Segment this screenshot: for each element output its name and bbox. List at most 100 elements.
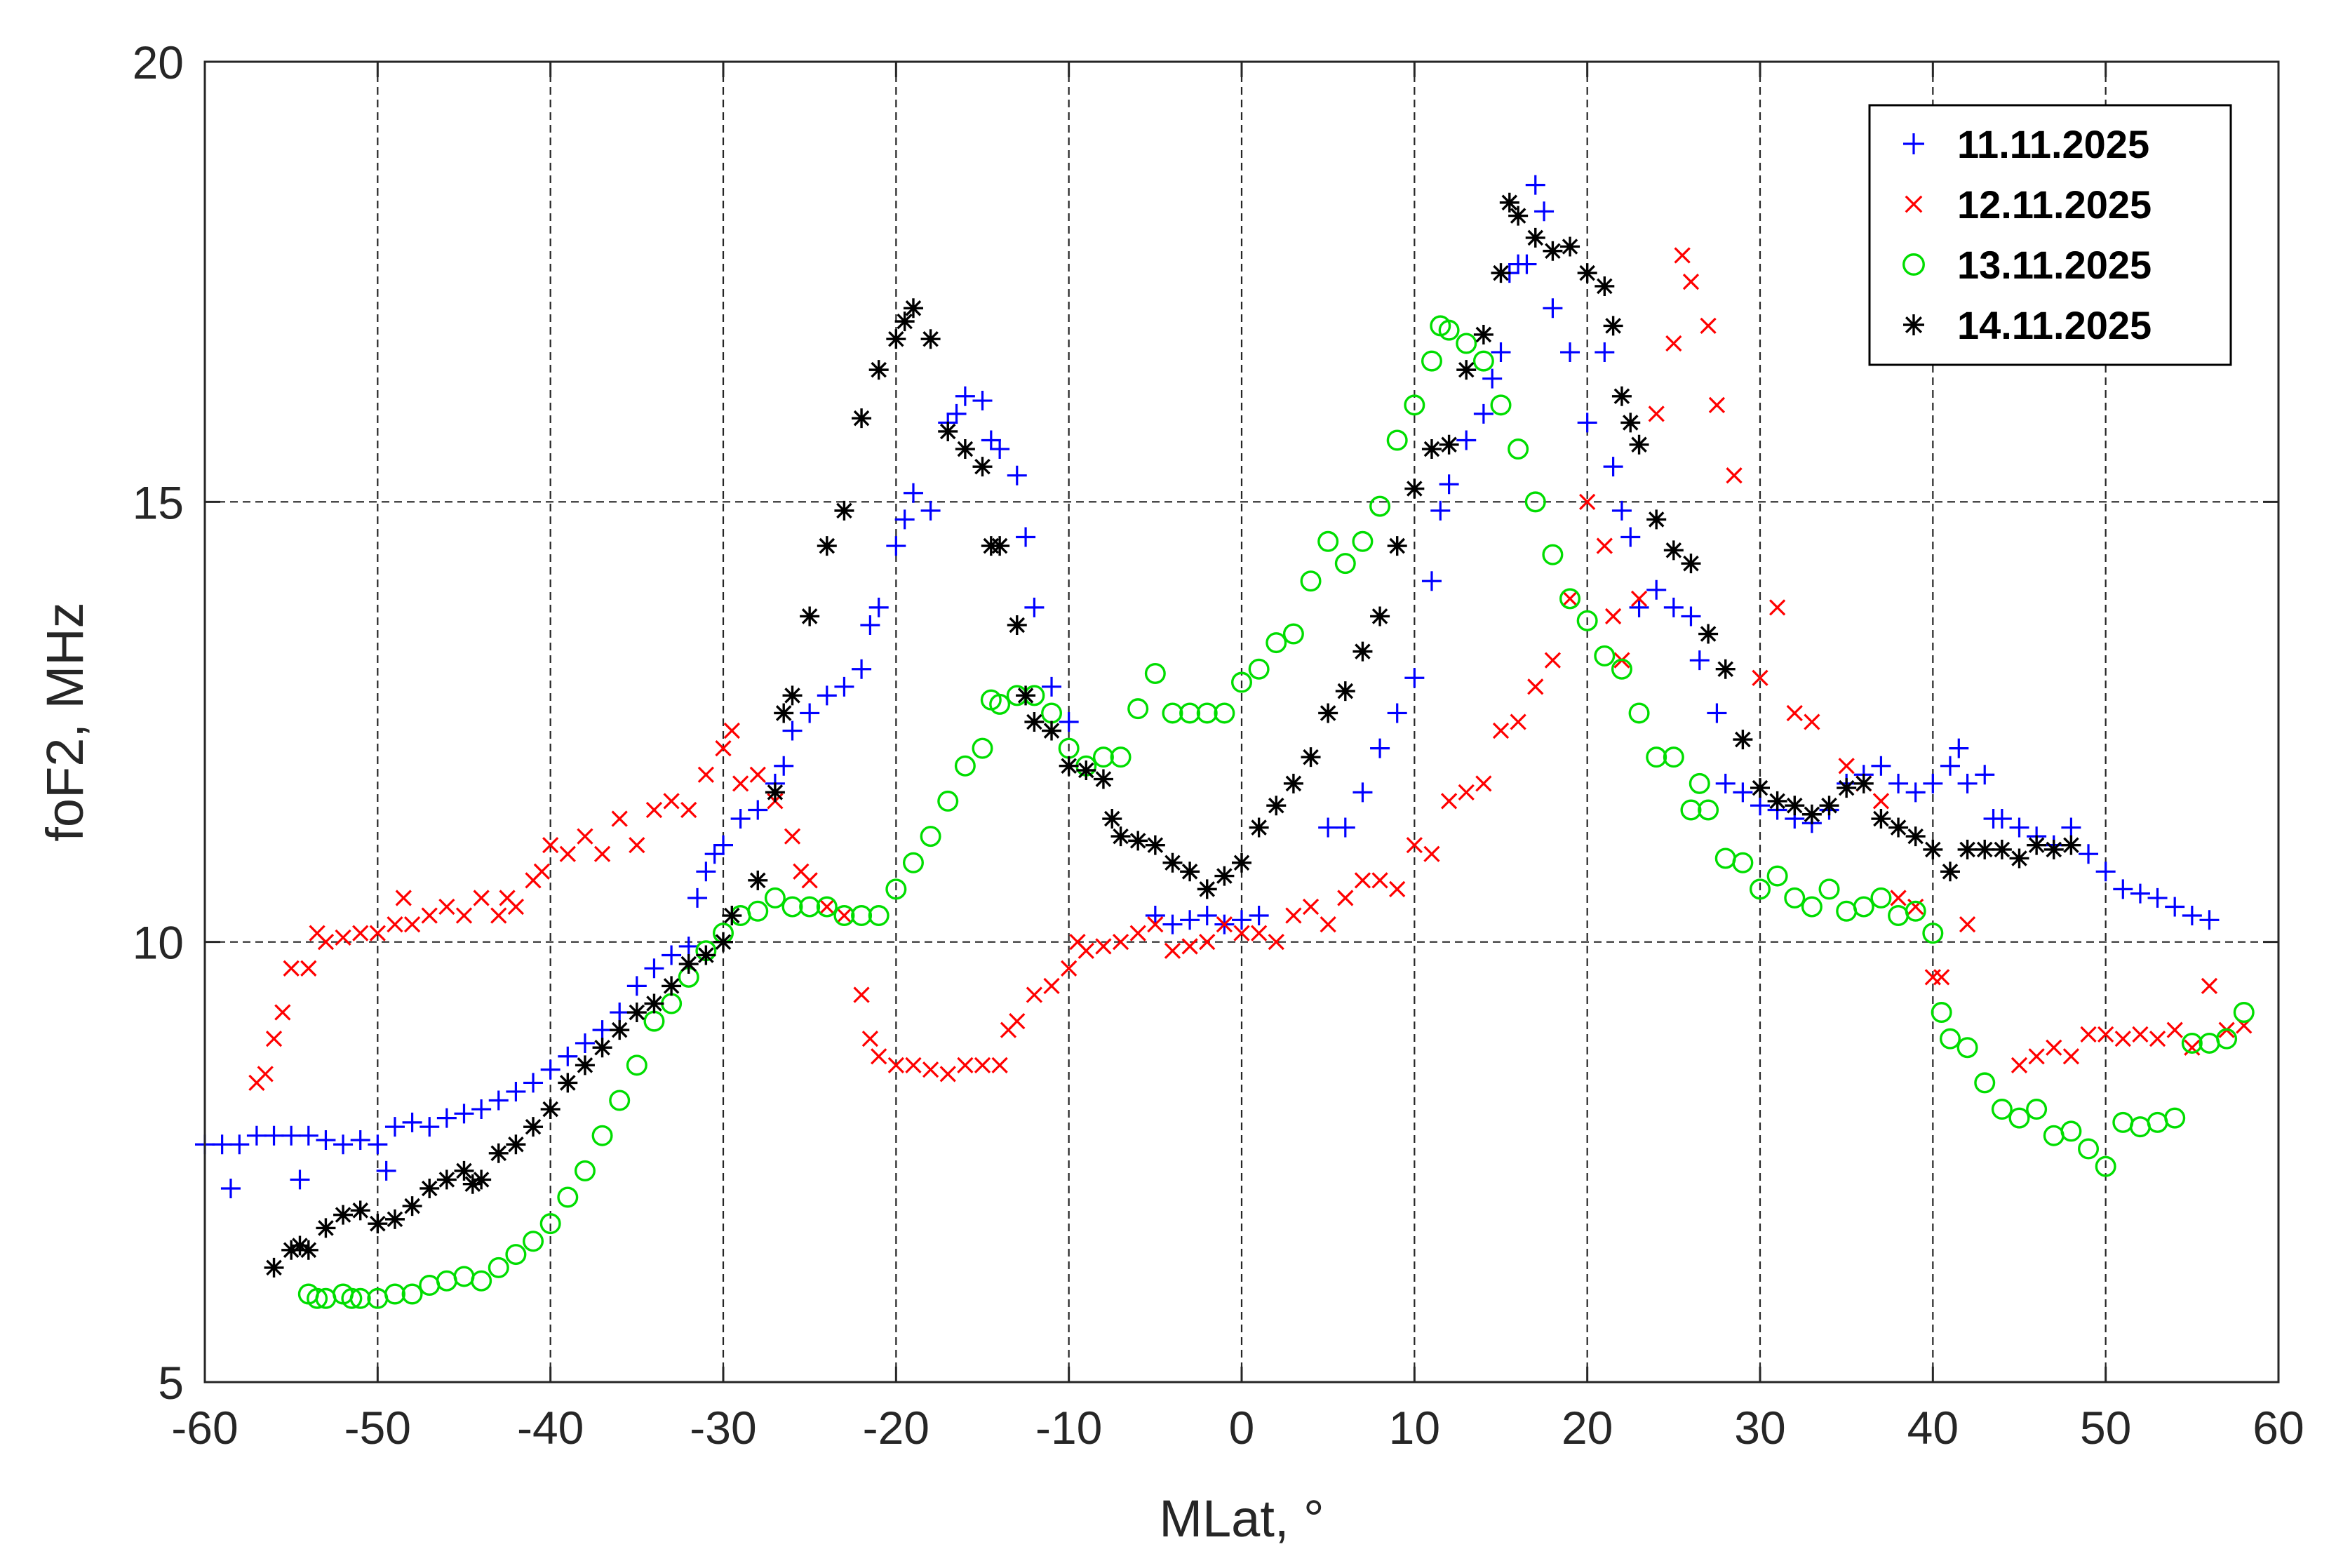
data-point [1681, 606, 1701, 626]
legend-marker [1903, 314, 1924, 335]
data-point [903, 298, 923, 319]
data-point [1707, 703, 1727, 723]
data-point [2061, 835, 2081, 855]
data-point [558, 1046, 578, 1066]
data-point [1499, 192, 1519, 213]
data-point [715, 740, 732, 757]
data-point [246, 1125, 267, 1146]
data-point [1940, 862, 1960, 882]
data-point [749, 766, 766, 783]
data-point [730, 809, 751, 829]
data-point [376, 1160, 396, 1181]
data-point [1352, 641, 1373, 662]
data-point [704, 844, 725, 864]
x-tick-label: 50 [2080, 1402, 2131, 1454]
legend-label: 13.11.2025 [1957, 243, 2152, 287]
data-point [229, 1134, 250, 1155]
data-point [799, 896, 821, 918]
data-point [972, 737, 993, 759]
data-point [1145, 835, 1165, 855]
data-point [1674, 247, 1691, 264]
data-point [436, 1108, 457, 1128]
data-point [1682, 274, 1700, 290]
legend-label: 11.11.2025 [1957, 122, 2149, 166]
data-point [455, 907, 473, 924]
data-point [1456, 360, 1477, 380]
data-point [678, 954, 699, 974]
data-point [402, 1196, 422, 1217]
data-point [1404, 394, 1425, 416]
data-point [395, 890, 412, 906]
data-point [748, 870, 768, 890]
legend-marker [1903, 133, 1924, 154]
data-point [1164, 942, 1181, 959]
data-point [1129, 925, 1146, 942]
data-point [817, 685, 837, 706]
data-point [471, 1170, 492, 1190]
data-point [1939, 1028, 1961, 1050]
data-point [307, 1287, 328, 1309]
data-point [886, 329, 906, 349]
data-point [1371, 872, 1388, 889]
data-point [1421, 571, 1442, 591]
data-point [281, 1240, 302, 1260]
data-point [974, 1057, 991, 1073]
data-point [1525, 227, 1545, 248]
data-point [722, 906, 742, 926]
x-tick-label: 60 [2253, 1402, 2304, 1454]
data-point [540, 1059, 560, 1080]
data-point [300, 960, 317, 977]
data-point [1611, 658, 1632, 680]
data-point [1510, 713, 1526, 730]
data-point [2009, 817, 2029, 838]
data-point [713, 932, 733, 952]
data-point [1491, 263, 1511, 283]
data-point [1534, 201, 1555, 222]
data-point [1768, 599, 1786, 616]
data-point [1285, 907, 1302, 924]
data-point [1102, 809, 1122, 829]
data-point [1162, 702, 1183, 724]
data-point [774, 703, 794, 723]
data-point [2046, 1039, 2062, 1056]
data-point [1110, 826, 1131, 847]
data-point [1475, 775, 1492, 792]
data-point [1491, 342, 1511, 363]
data-point [1352, 530, 1374, 552]
data-point [1162, 914, 1183, 934]
data-point [852, 659, 872, 679]
legend-label: 12.11.2025 [1957, 182, 2152, 227]
data-point [819, 898, 835, 916]
data-point [1283, 773, 1303, 793]
data-point [1421, 350, 1442, 372]
data-point [1543, 241, 1563, 261]
data-point [333, 1205, 354, 1225]
data-point [1196, 702, 1218, 724]
data-point [290, 1235, 310, 1256]
data-point [747, 900, 769, 922]
data-point [1715, 773, 1736, 793]
data-point [1197, 879, 1217, 899]
ticks [203, 60, 2280, 1383]
data-point [981, 430, 1001, 450]
data-point [298, 1125, 318, 1146]
data-point [1248, 658, 1270, 680]
data-point [871, 1048, 887, 1065]
data-point [1750, 778, 1770, 798]
data-point [955, 386, 975, 406]
data-point [1473, 403, 1493, 424]
data-point [1665, 335, 1682, 352]
data-point [369, 925, 386, 942]
data-point [1562, 590, 1578, 607]
data-point [1708, 396, 1726, 413]
data-point [264, 1257, 284, 1278]
x-tick-label: 0 [1229, 1402, 1255, 1454]
data-point [1078, 942, 1094, 959]
data-point [1214, 702, 1235, 724]
data-point [1784, 887, 1806, 909]
data-point [1992, 839, 2012, 859]
data-point [1870, 887, 1892, 909]
data-point [903, 483, 923, 503]
data-point [1992, 809, 2012, 829]
data-point [1492, 722, 1510, 739]
